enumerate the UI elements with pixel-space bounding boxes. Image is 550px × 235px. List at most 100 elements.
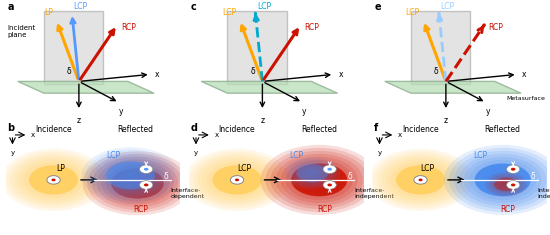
Ellipse shape — [127, 173, 134, 177]
Text: LCP: LCP — [441, 2, 455, 11]
Ellipse shape — [198, 157, 276, 203]
Ellipse shape — [288, 159, 337, 187]
Circle shape — [327, 184, 332, 186]
Ellipse shape — [92, 157, 183, 210]
Text: Incidence: Incidence — [35, 125, 72, 134]
Text: z: z — [444, 116, 448, 125]
Ellipse shape — [316, 178, 323, 182]
Ellipse shape — [98, 157, 163, 194]
Text: y: y — [377, 149, 382, 156]
Ellipse shape — [305, 169, 319, 177]
Text: x: x — [155, 70, 160, 79]
Circle shape — [144, 184, 148, 186]
Ellipse shape — [499, 178, 507, 182]
Ellipse shape — [368, 149, 473, 211]
Text: LP: LP — [44, 8, 53, 16]
Text: f: f — [374, 123, 378, 133]
Text: e: e — [374, 2, 381, 12]
Ellipse shape — [106, 161, 155, 189]
Text: δ: δ — [250, 67, 255, 75]
Ellipse shape — [276, 154, 363, 206]
Polygon shape — [201, 81, 338, 93]
Ellipse shape — [399, 167, 442, 192]
Text: δ: δ — [433, 67, 438, 75]
Ellipse shape — [496, 178, 516, 190]
Ellipse shape — [114, 166, 146, 184]
Circle shape — [47, 176, 60, 184]
Text: LCP: LCP — [473, 151, 487, 160]
Ellipse shape — [6, 151, 102, 208]
Text: δ: δ — [531, 172, 535, 181]
Text: RCP: RCP — [500, 205, 515, 214]
Ellipse shape — [23, 162, 84, 198]
Text: Interface-
independent: Interface- independent — [354, 188, 394, 199]
Ellipse shape — [382, 157, 460, 203]
Ellipse shape — [224, 172, 250, 187]
Ellipse shape — [295, 163, 329, 183]
Text: x: x — [522, 70, 526, 79]
Ellipse shape — [284, 157, 340, 189]
Ellipse shape — [464, 157, 541, 203]
Ellipse shape — [106, 165, 169, 202]
Ellipse shape — [499, 180, 513, 188]
Ellipse shape — [417, 178, 424, 182]
Circle shape — [507, 165, 520, 173]
Polygon shape — [385, 81, 521, 93]
Polygon shape — [44, 11, 103, 84]
Text: y: y — [302, 107, 306, 116]
Text: Incident
plane: Incident plane — [7, 25, 36, 38]
Circle shape — [230, 176, 244, 184]
Text: x: x — [338, 70, 343, 79]
Circle shape — [323, 165, 336, 173]
Ellipse shape — [129, 178, 146, 188]
Text: y: y — [194, 149, 198, 156]
Text: δ: δ — [67, 67, 72, 75]
Ellipse shape — [489, 172, 516, 188]
Text: c: c — [191, 2, 196, 12]
Ellipse shape — [309, 171, 316, 175]
Ellipse shape — [386, 159, 455, 200]
Ellipse shape — [82, 151, 192, 215]
Text: x: x — [214, 132, 218, 138]
Circle shape — [235, 179, 239, 181]
Ellipse shape — [492, 176, 520, 192]
Ellipse shape — [96, 159, 179, 207]
Ellipse shape — [10, 154, 97, 206]
Ellipse shape — [449, 148, 550, 212]
Ellipse shape — [454, 151, 550, 209]
Ellipse shape — [229, 175, 245, 185]
Text: RCP: RCP — [304, 23, 319, 32]
Text: LCP: LCP — [237, 164, 251, 173]
Ellipse shape — [261, 145, 378, 215]
Ellipse shape — [1, 149, 106, 211]
Ellipse shape — [285, 160, 353, 200]
Ellipse shape — [216, 167, 258, 192]
Circle shape — [52, 179, 56, 181]
Text: LCP: LCP — [421, 164, 434, 173]
Ellipse shape — [32, 167, 75, 192]
Ellipse shape — [111, 168, 164, 198]
Ellipse shape — [295, 166, 343, 194]
Text: RCP: RCP — [134, 205, 149, 214]
Ellipse shape — [302, 167, 323, 179]
Circle shape — [511, 184, 515, 186]
Ellipse shape — [395, 164, 446, 195]
Ellipse shape — [46, 175, 62, 185]
Ellipse shape — [408, 172, 433, 187]
Circle shape — [144, 168, 148, 171]
Ellipse shape — [106, 161, 155, 189]
Ellipse shape — [475, 164, 531, 196]
Text: Incidence: Incidence — [219, 125, 255, 134]
Text: Metasurface: Metasurface — [507, 96, 546, 101]
Ellipse shape — [124, 176, 151, 191]
Ellipse shape — [194, 154, 280, 206]
Circle shape — [323, 181, 336, 189]
Ellipse shape — [41, 172, 66, 187]
Ellipse shape — [120, 173, 155, 194]
Ellipse shape — [207, 162, 267, 198]
Ellipse shape — [266, 148, 373, 212]
Ellipse shape — [484, 169, 521, 191]
Ellipse shape — [115, 170, 160, 196]
Text: LCP: LCP — [257, 2, 271, 11]
Text: Reflected: Reflected — [301, 125, 337, 134]
